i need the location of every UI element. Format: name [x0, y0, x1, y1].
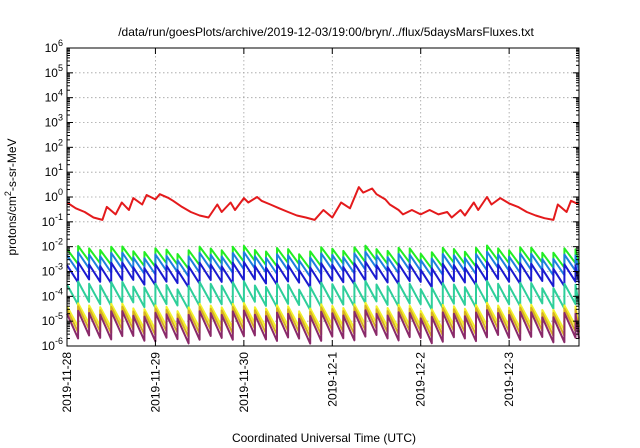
- x-tick-label: 2019-12-2: [414, 352, 428, 407]
- y-tick-label: 103: [45, 113, 63, 130]
- y-tick-label: 10-6: [42, 336, 63, 353]
- y-axis-label: protons/cm2-s-sr-MeV: [3, 138, 19, 255]
- series-layer: [66, 186, 580, 345]
- y-tick-label: 102: [45, 137, 63, 154]
- y-tick-label: 10-3: [42, 262, 63, 279]
- y-tick-label: 10-2: [42, 237, 63, 254]
- x-tick-label: 2019-12-1: [325, 352, 339, 407]
- x-axis-label: Coordinated Universal Time (UTC): [232, 431, 416, 445]
- y-tick-label: 10-5: [42, 311, 63, 328]
- y-tick-label: 101: [45, 162, 63, 179]
- series-line: [66, 186, 580, 221]
- y-tick-label: 100: [45, 187, 63, 204]
- y-tick-label: 10-1: [42, 212, 63, 229]
- x-tick-label: 2019-11-29: [148, 352, 162, 413]
- chart-title: /data/run/goesPlots/archive/2019-12-03/1…: [118, 25, 534, 39]
- series-line: [66, 279, 580, 311]
- y-tick-label: 105: [45, 63, 63, 80]
- series-line: [66, 260, 580, 289]
- y-tick-label: 104: [45, 88, 63, 105]
- series-line: [66, 309, 580, 345]
- y-tick-label: 106: [45, 38, 63, 55]
- x-tick-label: 2019-11-28: [60, 352, 74, 413]
- x-tick-label: 2019-11-30: [237, 352, 251, 413]
- x-tick-label: 2019-12-3: [502, 352, 516, 407]
- ylabel-group: protons/cm2-s-sr-MeV: [3, 138, 19, 255]
- ticks: 10-6 10-5 10-4 10-3 10-2 10-1 100 101 102 103 104 1…: [42, 38, 579, 413]
- y-tick-label: 10-4: [42, 286, 63, 303]
